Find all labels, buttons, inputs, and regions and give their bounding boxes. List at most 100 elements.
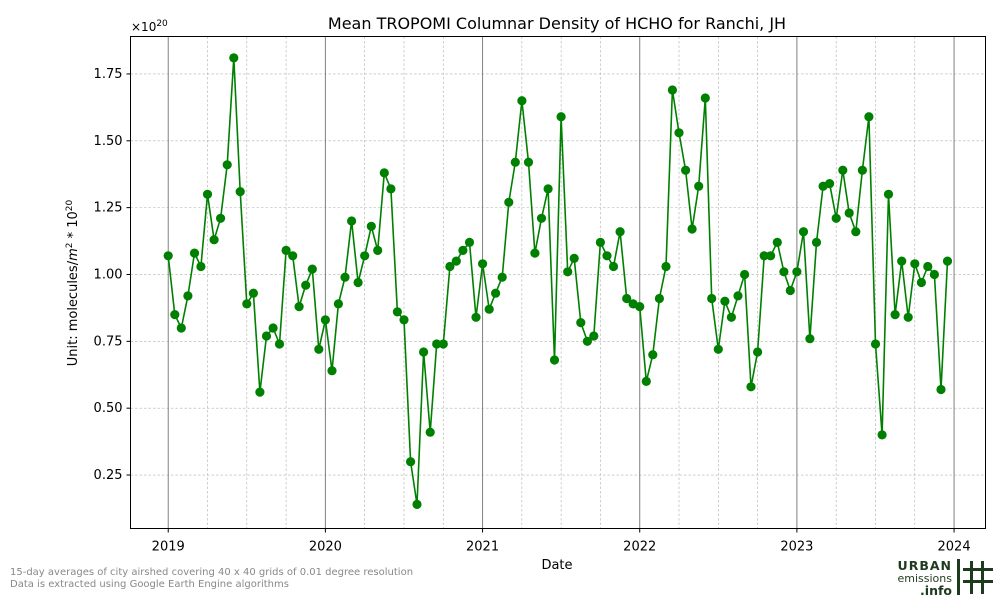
- data-point: [458, 245, 468, 255]
- data-point: [471, 312, 481, 322]
- data-point: [399, 315, 409, 325]
- data-point: [340, 272, 350, 282]
- data-point: [176, 323, 186, 333]
- chart-title: Mean TROPOMI Columnar Density of HCHO fo…: [328, 14, 786, 33]
- data-point: [261, 331, 272, 341]
- data-point: [589, 331, 599, 341]
- x-tick-label: 2019: [152, 540, 185, 555]
- x-tick-label: 2020: [309, 540, 342, 555]
- data-point: [726, 312, 737, 322]
- urban-emissions-logo: URBAN emissions .info: [896, 558, 996, 598]
- hash-grid-icon: [957, 559, 993, 595]
- data-point: [484, 304, 494, 314]
- x-tick-label: 2023: [780, 540, 813, 555]
- data-point: [785, 285, 795, 296]
- data-point: [556, 112, 566, 122]
- data-point: [792, 267, 802, 277]
- data-point: [288, 251, 298, 261]
- data-point: [255, 387, 265, 397]
- data-point: [877, 430, 887, 440]
- data-point: [549, 355, 560, 365]
- data-point: [622, 293, 632, 304]
- footnote-line-1: 15-day averages of city airshed covering…: [10, 567, 414, 578]
- data-point: [425, 427, 435, 437]
- data-point: [163, 251, 173, 261]
- data-point: [883, 189, 894, 199]
- data-point: [360, 251, 370, 261]
- data-point: [347, 216, 357, 226]
- data-point: [667, 85, 678, 95]
- data-point: [222, 160, 232, 170]
- data-point: [406, 457, 416, 467]
- data-point: [523, 157, 534, 167]
- data-point: [648, 350, 658, 360]
- data-point: [595, 237, 606, 247]
- data-point: [386, 184, 396, 194]
- data-point: [864, 112, 874, 122]
- data-point: [851, 227, 861, 237]
- data-point: [445, 261, 455, 272]
- y-offset-label: ×1020: [131, 19, 168, 34]
- y-axis-ticks: 0.25 0.50 0.75 1.00 1.25 1.50 1.75: [94, 67, 131, 483]
- y-tick-label: 1.50: [94, 134, 123, 149]
- data-point: [530, 248, 540, 258]
- data-point: [798, 227, 809, 237]
- data-point: [353, 277, 363, 288]
- data-point: [641, 376, 651, 386]
- y-axis-label: Unit: molecules/m2 * 1020: [65, 199, 81, 366]
- data-point: [746, 382, 756, 392]
- data-point: [327, 366, 337, 376]
- data-point: [916, 277, 927, 288]
- data-point: [942, 256, 953, 266]
- data-point: [242, 299, 252, 309]
- x-tick-label: 2024: [938, 540, 971, 555]
- data-point: [268, 323, 278, 333]
- grid-lines: [130, 36, 986, 529]
- data-point: [464, 237, 475, 247]
- data-point: [373, 245, 383, 255]
- data-point: [451, 256, 461, 266]
- data-point: [740, 269, 750, 280]
- x-tick-label: 2021: [466, 540, 499, 555]
- data-point: [196, 261, 206, 272]
- data-point: [615, 227, 625, 237]
- data-point: [661, 261, 671, 272]
- data-point: [635, 302, 645, 312]
- data-point: [582, 336, 593, 346]
- data-point: [569, 253, 579, 263]
- data-point: [216, 213, 226, 223]
- data-point: [235, 187, 245, 197]
- data-point: [707, 293, 717, 304]
- data-point: [857, 165, 868, 175]
- data-point: [936, 384, 946, 395]
- data-point: [825, 179, 835, 189]
- plot-frame: [130, 36, 986, 529]
- data-point: [314, 344, 324, 354]
- data-point: [753, 347, 763, 357]
- data-point: [183, 291, 193, 301]
- data-point: [772, 237, 782, 247]
- data-point: [681, 165, 691, 175]
- data-point: [654, 293, 665, 304]
- series-line: [167, 57, 949, 505]
- data-point: [366, 221, 376, 231]
- data-point: [438, 339, 448, 349]
- x-tick-label: 2022: [623, 540, 656, 555]
- data-point: [543, 184, 553, 194]
- y-tick-label: 1.25: [94, 201, 123, 216]
- logo-word-emissions: emissions: [897, 572, 953, 585]
- data-point: [301, 280, 311, 290]
- data-point: [844, 208, 854, 218]
- data-point: [478, 259, 488, 269]
- data-point: [202, 189, 213, 199]
- series-hcho: [163, 53, 953, 509]
- data-point: [733, 291, 743, 301]
- data-point: [320, 315, 330, 325]
- data-point: [720, 296, 730, 306]
- data-point: [248, 288, 258, 298]
- data-point: [333, 299, 343, 309]
- data-point: [759, 251, 769, 261]
- data-point: [392, 307, 402, 317]
- data-point: [189, 248, 200, 258]
